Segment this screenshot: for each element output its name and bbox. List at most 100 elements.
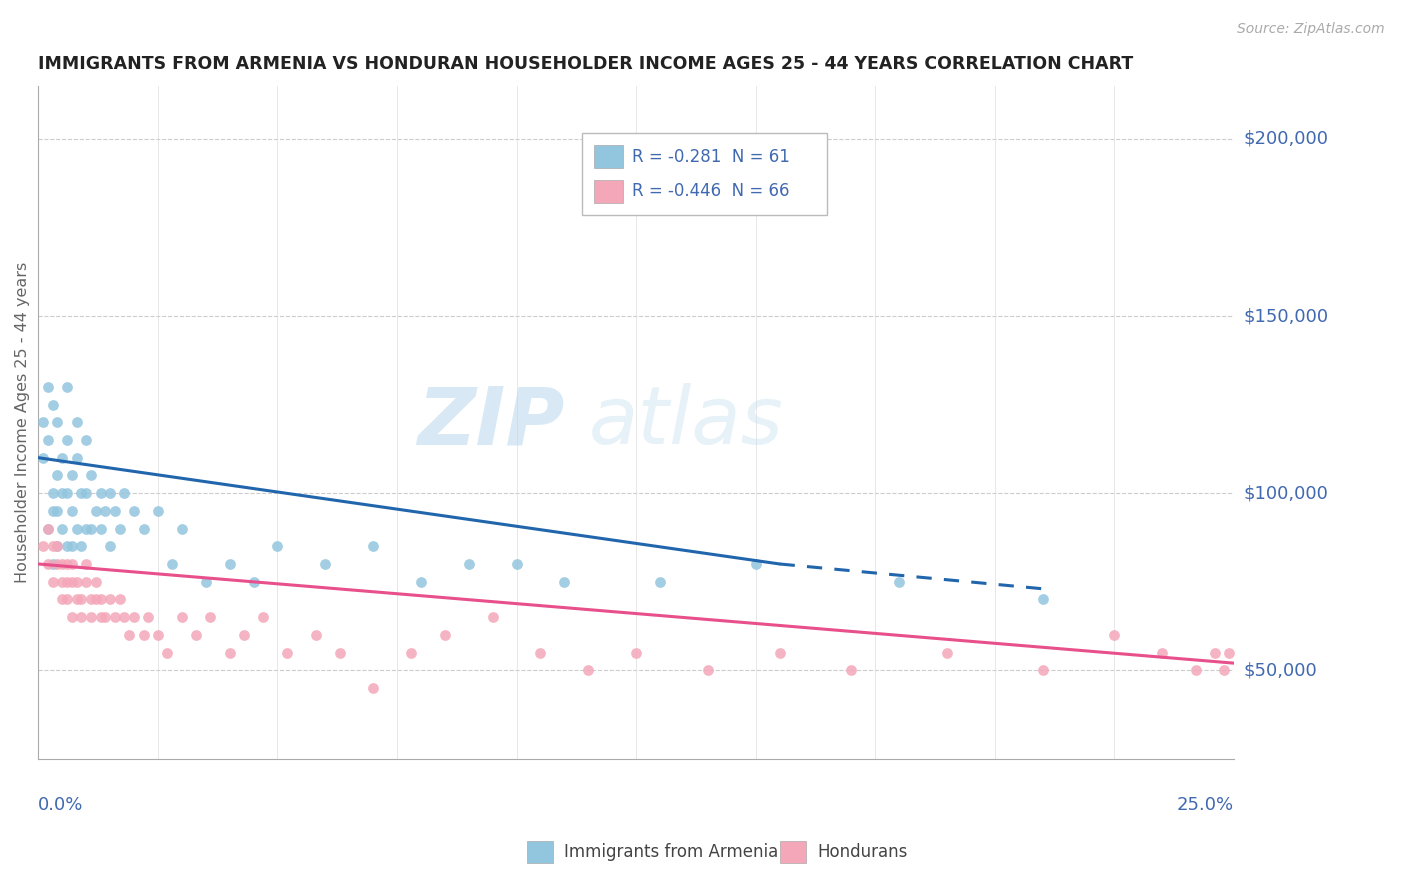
Point [136,610,159,624]
Point [70,592,93,607]
Point [218,557,240,571]
Point [56,592,79,607]
Point [314,557,336,571]
Text: ZIP: ZIP [418,384,564,461]
Point [162,557,184,571]
Point [1032,663,1054,677]
Text: Immigrants from Armenia: Immigrants from Armenia [564,843,778,862]
Text: R = -0.446  N = 66: R = -0.446 N = 66 [633,182,790,201]
Point [37,522,59,536]
Point [37,380,59,394]
Point [56,433,79,447]
Point [98,592,121,607]
Point [46,504,69,518]
Point [553,574,575,589]
Point [51,557,73,571]
Point [70,610,93,624]
Point [457,557,479,571]
Point [75,557,97,571]
Point [41,557,63,571]
Point [56,539,79,553]
Point [70,486,93,500]
Point [768,646,790,660]
Point [84,592,107,607]
Text: IMMIGRANTS FROM ARMENIA VS HONDURAN HOUSEHOLDER INCOME AGES 25 - 44 YEARS CORREL: IMMIGRANTS FROM ARMENIA VS HONDURAN HOUS… [38,55,1133,73]
Point [624,646,647,660]
Point [186,628,208,642]
Point [361,539,384,553]
Point [80,592,103,607]
Point [60,468,83,483]
Point [80,468,103,483]
Point [1104,628,1126,642]
Point [132,628,155,642]
Point [51,522,73,536]
Point [51,574,73,589]
Point [433,628,456,642]
Point [936,646,959,660]
Point [1152,646,1174,660]
Point [60,610,83,624]
Point [65,415,87,429]
Point [32,539,55,553]
Point [65,574,87,589]
Point [46,468,69,483]
Point [84,504,107,518]
Text: R = -0.281  N = 61: R = -0.281 N = 61 [633,148,790,166]
Point [75,574,97,589]
Point [60,539,83,553]
Point [529,646,551,660]
Point [75,522,97,536]
Point [266,539,288,553]
Point [37,433,59,447]
Point [41,398,63,412]
Point [37,557,59,571]
Point [146,504,169,518]
Text: 25.0%: 25.0% [1177,796,1234,814]
Point [37,522,59,536]
Point [839,663,862,677]
Point [744,557,766,571]
Point [46,415,69,429]
Point [41,574,63,589]
Point [89,486,111,500]
Point [56,380,79,394]
Point [112,486,135,500]
Point [329,646,352,660]
Point [122,504,145,518]
Point [41,504,63,518]
Point [409,574,432,589]
Point [242,574,264,589]
Point [104,610,127,624]
Point [56,486,79,500]
Point [65,522,87,536]
Text: $150,000: $150,000 [1243,307,1329,325]
Point [75,433,97,447]
Point [46,539,69,553]
Point [305,628,328,642]
Point [98,486,121,500]
Point [887,574,910,589]
Text: atlas: atlas [588,384,783,461]
Point [94,610,117,624]
Point [1204,646,1226,660]
Point [108,522,131,536]
Point [276,646,298,660]
Point [70,539,93,553]
Point [194,574,217,589]
Point [218,646,240,660]
Point [94,504,117,518]
Point [65,592,87,607]
Point [576,663,599,677]
Point [80,522,103,536]
Point [233,628,256,642]
Point [41,486,63,500]
Point [84,574,107,589]
Point [200,610,222,624]
Point [505,557,527,571]
Point [51,486,73,500]
Point [89,610,111,624]
Point [401,646,423,660]
Point [60,504,83,518]
Point [1218,646,1240,660]
